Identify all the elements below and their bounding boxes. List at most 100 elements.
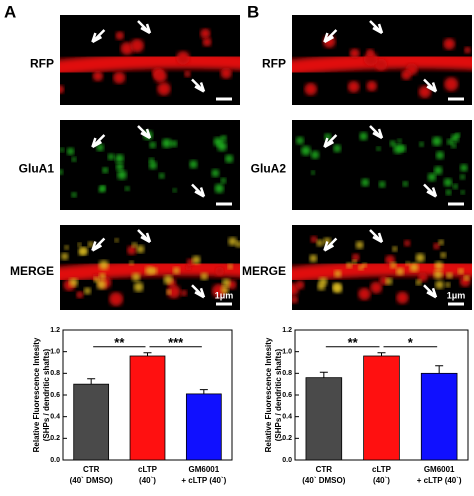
y-tick-label: 0.4 — [50, 414, 60, 421]
puncta — [129, 260, 134, 266]
row-label: RFP — [30, 57, 54, 71]
puncta — [102, 167, 109, 174]
puncta — [310, 170, 316, 175]
puncta — [396, 267, 404, 276]
image-content — [292, 235, 472, 304]
puncta — [71, 156, 77, 162]
puncta — [355, 241, 364, 249]
puncta — [296, 136, 304, 145]
puncta — [220, 286, 229, 295]
puncta — [385, 277, 393, 285]
y-tick-label: 0.2 — [282, 435, 292, 442]
puncta — [460, 190, 465, 195]
puncta — [438, 239, 444, 246]
spine — [304, 82, 317, 96]
puncta — [78, 247, 86, 256]
bar — [129, 355, 166, 461]
arrow — [323, 134, 338, 149]
puncta — [136, 245, 145, 254]
error-bar — [377, 352, 386, 356]
spine — [167, 285, 181, 299]
puncta — [463, 275, 470, 281]
puncta — [163, 275, 173, 285]
puncta — [459, 174, 466, 180]
arrow — [423, 78, 438, 93]
puncta — [445, 282, 451, 288]
spine — [127, 245, 137, 255]
error-bar — [143, 352, 152, 356]
puncta — [87, 241, 94, 248]
panel-letter: A — [4, 2, 16, 21]
spine — [349, 48, 360, 59]
puncta — [100, 185, 106, 191]
puncta — [220, 135, 227, 142]
puncta — [64, 245, 69, 250]
puncta — [447, 139, 453, 145]
puncta — [98, 260, 109, 271]
puncta — [83, 287, 91, 295]
puncta — [172, 188, 177, 193]
puncta — [317, 282, 326, 291]
spine — [180, 289, 187, 297]
spine — [347, 80, 360, 93]
spine — [403, 239, 411, 247]
puncta — [450, 134, 460, 143]
micrograph — [292, 120, 472, 210]
puncta — [433, 269, 443, 280]
spine — [310, 235, 318, 243]
puncta — [133, 282, 144, 292]
spine — [464, 46, 471, 54]
bar — [305, 377, 343, 461]
spine — [295, 280, 305, 290]
arrow — [91, 134, 106, 149]
image-content — [296, 132, 468, 196]
puncta — [333, 144, 342, 153]
puncta — [66, 147, 75, 156]
puncta — [398, 144, 407, 153]
spine — [418, 272, 428, 282]
spine — [60, 85, 65, 94]
puncta — [214, 183, 224, 194]
puncta — [392, 246, 398, 252]
spine — [444, 77, 459, 92]
puncta — [227, 263, 233, 270]
spine — [351, 253, 360, 262]
y-tick-label: 0.2 — [50, 435, 60, 442]
puncta — [161, 138, 172, 149]
puncta — [116, 163, 124, 171]
scale-label: 1μm — [215, 290, 234, 300]
arrow — [369, 125, 384, 140]
y-axis-label: Relative Fluorescence Intesity — [32, 337, 41, 452]
puncta — [200, 272, 208, 281]
arrow — [191, 183, 206, 198]
significance-label: ** — [114, 335, 125, 350]
x-tick-label: CTR — [83, 465, 100, 474]
y-tick-label: 1.2 — [282, 327, 292, 334]
puncta — [452, 183, 458, 190]
spine — [418, 85, 432, 99]
puncta — [224, 154, 234, 163]
puncta — [150, 267, 158, 275]
puncta — [170, 140, 178, 148]
spine — [433, 242, 440, 250]
image-content — [60, 28, 240, 96]
puncta — [323, 237, 331, 246]
puncta — [433, 166, 443, 175]
x-tick-label: (40`) — [139, 476, 156, 485]
puncta — [457, 268, 464, 275]
puncta — [352, 259, 357, 265]
spine — [176, 51, 190, 65]
dendrite — [292, 259, 472, 283]
panel-letter: B — [247, 2, 259, 21]
row-label: MERGE — [242, 264, 286, 278]
arrow — [423, 284, 438, 299]
puncta — [148, 161, 157, 170]
puncta — [432, 136, 442, 147]
spine — [202, 37, 212, 47]
puncta — [334, 270, 342, 278]
puncta — [389, 140, 396, 147]
spine — [401, 69, 412, 80]
spine — [115, 31, 124, 40]
y-tick-label: 1.2 — [50, 327, 60, 334]
puncta — [149, 141, 156, 149]
